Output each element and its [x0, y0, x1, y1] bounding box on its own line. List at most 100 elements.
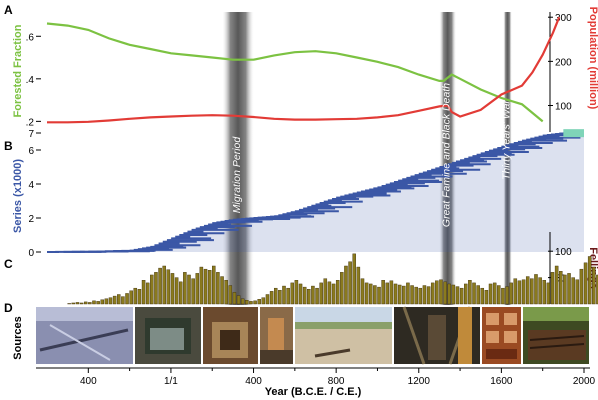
fellings-bar: [83, 301, 88, 305]
x-tick-label: 1600: [490, 376, 513, 387]
source-photo-2: [135, 307, 201, 364]
fellings-bar: [323, 278, 328, 305]
fellings-bar: [162, 265, 166, 305]
fellings-bar: [439, 279, 443, 305]
fellings-bar: [108, 297, 113, 305]
fellings-bar: [319, 282, 323, 305]
series-ticks: 7 6 4 2 0: [28, 129, 41, 259]
x-tick-label: 2000: [573, 376, 596, 387]
fellings-bar: [480, 287, 485, 305]
fellings-bar: [505, 286, 509, 305]
panel-a: A Forested Fraction Population (million)…: [4, 3, 598, 132]
fellings-bar: [389, 280, 394, 305]
forested-tick-label: .4: [26, 75, 35, 86]
fellings-bar: [393, 283, 398, 305]
fellings-bar: [88, 302, 92, 305]
fellings-bar: [447, 283, 451, 305]
fellings-bar: [592, 266, 596, 305]
fellings-bar: [414, 286, 418, 305]
fellings-bar: [327, 281, 332, 305]
series-tick-label: 7: [28, 129, 34, 140]
fellings-bar: [459, 287, 464, 305]
fellings-bar: [513, 278, 518, 305]
fellings-bar: [571, 277, 575, 305]
fellings-bar: [315, 287, 319, 305]
panel-d: D Sources: [4, 301, 589, 365]
fellings-bar: [141, 280, 146, 305]
fellings-bar: [311, 285, 315, 305]
panel-c: C Fellings 10050: [4, 232, 598, 305]
fellings-bar: [178, 281, 183, 305]
source-photo-4: [260, 307, 293, 364]
fellings-bar: [579, 268, 584, 305]
fellings-bar: [203, 268, 208, 305]
fellings-bar: [525, 276, 530, 305]
fellings-bar: [269, 291, 274, 305]
fellings-bar: [129, 290, 133, 305]
fellings-bar: [530, 278, 534, 305]
x-tick-label: 800: [328, 376, 345, 387]
fellings-bar: [261, 297, 266, 305]
fellings-bar: [195, 273, 200, 305]
panel-b: B Series (x1000) 7 6 4 2 0: [4, 129, 584, 259]
panel-letter-c: C: [4, 257, 13, 271]
fellings-bar: [240, 298, 245, 305]
fellings-bar: [546, 282, 551, 305]
x-tick-label: 400: [245, 376, 262, 387]
fellings-bar: [435, 280, 439, 305]
population-ticks: 300 200 100: [548, 12, 572, 132]
fellings-bar: [245, 300, 249, 305]
fellings-bar: [402, 285, 406, 305]
fellings-bar: [133, 287, 138, 305]
series-axis-label: Series (x1000): [12, 159, 24, 233]
fellings-bar: [282, 285, 286, 305]
fellings-bar: [67, 303, 71, 305]
fellings-bar: [352, 253, 356, 305]
fellings-bar: [145, 282, 150, 305]
fellings-bar: [96, 301, 100, 305]
fellings-bar: [286, 287, 290, 305]
fellings-bar: [397, 284, 402, 305]
fellings-bar: [207, 270, 212, 305]
fellings-bar: [187, 274, 191, 305]
period-label: Great Famine and Black Death: [441, 83, 453, 227]
fellings-bar: [121, 296, 125, 305]
fellings-bar: [112, 295, 117, 305]
fellings-bar: [220, 276, 224, 305]
fellings-bar: [455, 286, 460, 305]
fellings-bar: [406, 282, 410, 305]
fellings-bar: [302, 286, 307, 305]
fellings-bar: [356, 266, 361, 305]
fellings-bar: [373, 285, 377, 305]
fellings-bar: [117, 294, 121, 305]
fellings-bar: [517, 280, 522, 305]
panel-letter-d: D: [4, 301, 13, 315]
period-band: [439, 12, 456, 305]
series-tick-label: 6: [28, 146, 34, 157]
fellings-bar: [228, 285, 233, 305]
fellings-bar: [150, 274, 154, 305]
population-tick-label: 200: [555, 57, 572, 68]
fellings-bar: [290, 282, 295, 305]
fellings-bar: [360, 278, 365, 305]
fellings-bars: [67, 253, 598, 305]
fellings-bar: [212, 265, 216, 305]
series-tick-label: 2: [28, 214, 34, 225]
fellings-bar: [550, 272, 555, 305]
fellings-bar: [100, 299, 104, 305]
fellings-bar: [369, 283, 373, 305]
fellings-bar: [331, 283, 336, 305]
period-label: Migration Period: [231, 136, 243, 214]
fellings-bar: [125, 293, 129, 305]
fellings-bar: [273, 287, 278, 305]
fellings-bar: [381, 280, 385, 305]
fellings-bar: [253, 300, 257, 305]
fellings-bar: [559, 271, 563, 305]
population-line: [47, 16, 561, 124]
series-tick-label: 0: [28, 248, 34, 259]
fellings-bar: [236, 295, 241, 305]
fellings-bar: [166, 269, 171, 305]
x-axis: 400 1/1 400 800 1200 1600 2000: [36, 367, 596, 387]
source-photo-1: [36, 307, 133, 364]
